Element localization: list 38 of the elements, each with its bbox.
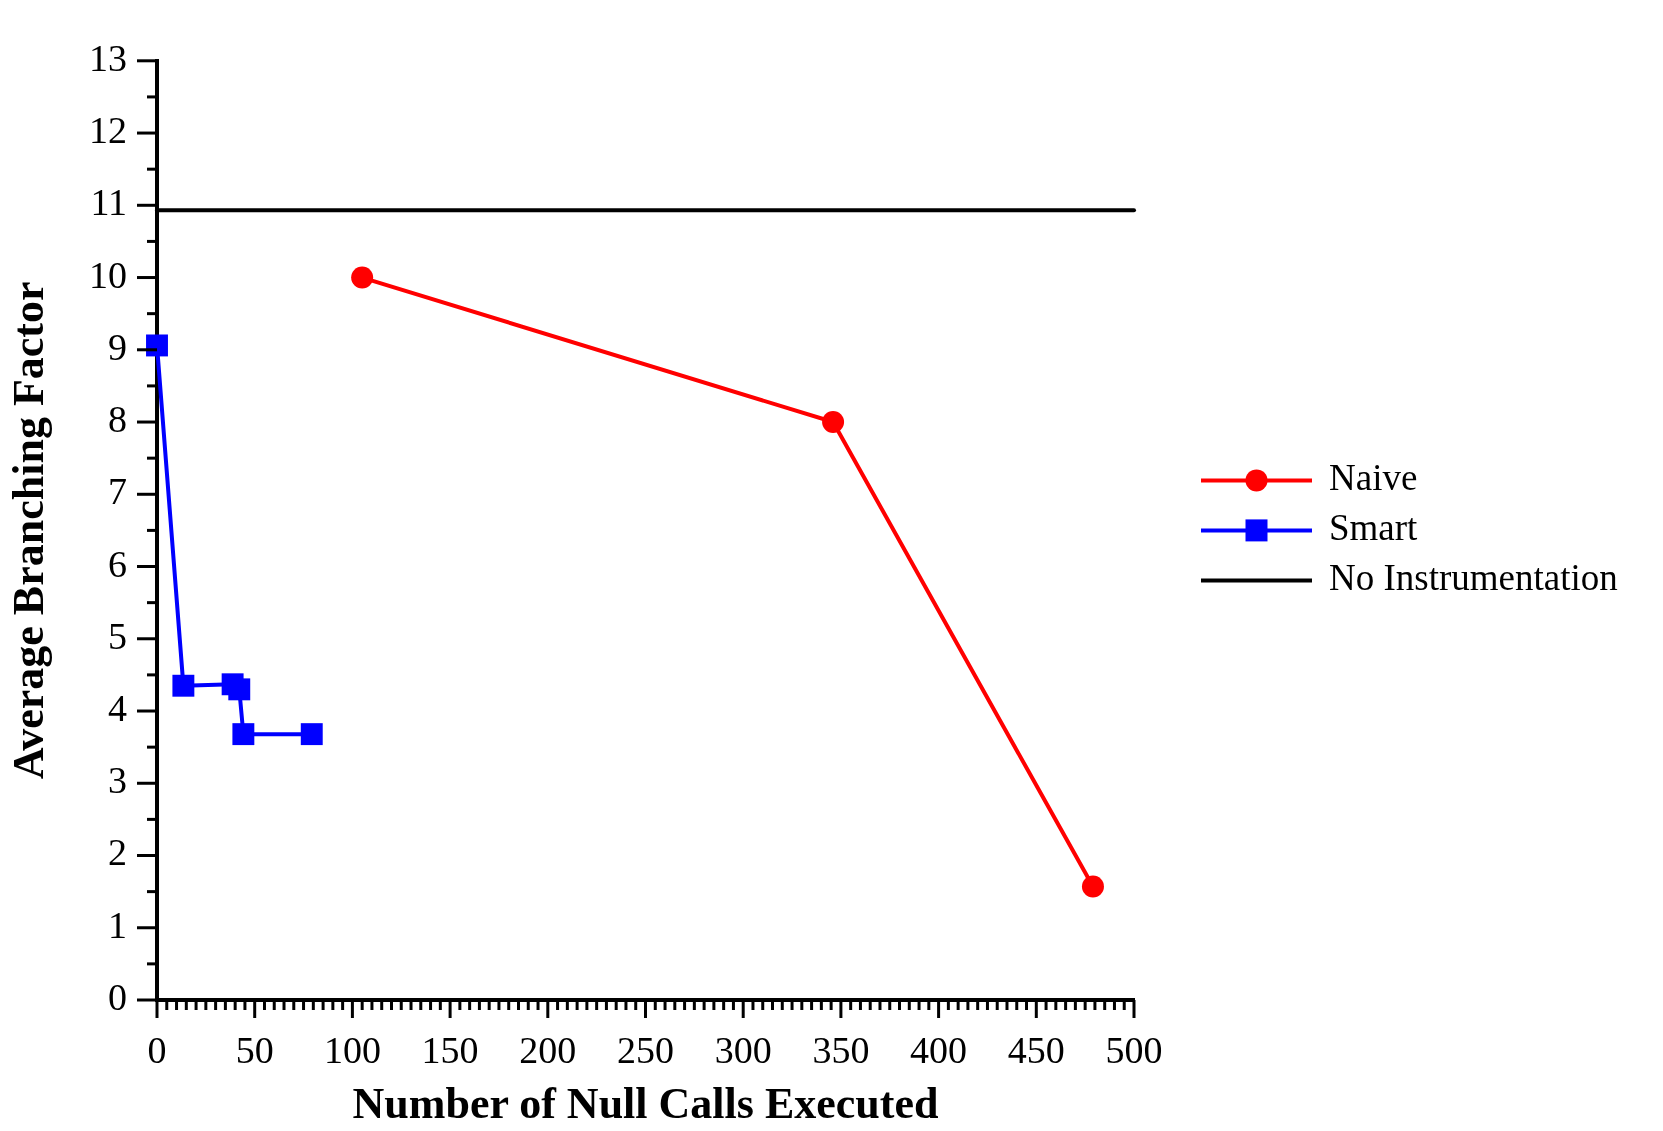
y-tick-label: 3 [108,759,127,802]
y-axis-title: Average Branching Factor [4,281,54,780]
x-tick-label: 0 [147,1028,167,1071]
legend-label: Smart [1329,507,1419,549]
y-tick-label: 7 [108,470,127,513]
legend-label: Naive [1329,457,1418,499]
point [351,266,374,289]
point [172,674,195,697]
y-tick-label: 11 [90,181,127,224]
x-axis-title: Number of Null Calls Executed [352,1079,939,1129]
legend-label: No Instrumentation [1329,557,1618,599]
y-tick-label: 0 [108,975,127,1018]
y-tick-label: 4 [108,687,127,729]
y-tick-label: 1 [108,903,127,946]
x-tick-label: 100 [323,1028,381,1071]
x-tick-label: 450 [1007,1028,1065,1071]
x-tick-label: 200 [519,1028,577,1071]
x-tick-label: 250 [617,1028,674,1071]
y-tick-label: 10 [89,253,127,296]
y-tick-label: 5 [108,614,127,657]
x-tick-label: 350 [812,1028,870,1071]
y-tick-label: 9 [108,325,127,368]
y-tick-label: 2 [108,831,127,874]
point [146,334,168,357]
point [822,411,845,434]
y-tick-label: 13 [89,36,127,79]
x-tick-label: 50 [235,1028,274,1071]
point [232,723,255,746]
point [300,723,323,746]
y-tick-label: 8 [108,398,127,441]
x-tick-label: 400 [910,1028,968,1071]
x-tick-label: 150 [421,1028,479,1071]
x-tick-label: 500 [1105,1028,1163,1071]
y-tick-label: 6 [108,542,127,585]
point [228,678,251,701]
x-tick-label: 300 [714,1028,772,1071]
point [1081,875,1104,898]
y-tick-label: 12 [89,109,127,152]
